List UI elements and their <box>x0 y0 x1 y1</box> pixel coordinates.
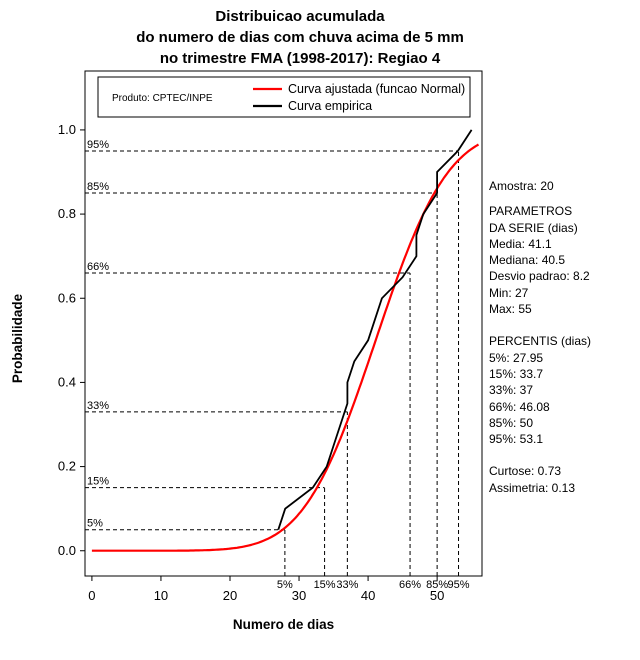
stats-line: 66%: 46.08 <box>489 399 550 414</box>
stats-panel: Amostra: 20 PARAMETROS DA SERIE (dias) Medi… <box>489 178 591 496</box>
axes: 0 10 20 30 40 50 0.0 0.2 0.4 0.6 0.8 1.0 Numero de d… <box>10 70 483 632</box>
percentile-y-label: 33% <box>87 400 109 412</box>
stats-group: Amostra: 20 <box>489 178 591 194</box>
percentile-x-label: 66% <box>399 579 421 591</box>
x-tick-label: 10 <box>154 588 168 603</box>
stats-line: Max: 55 <box>489 302 532 317</box>
title-line-1: Distribuicao acumulada <box>215 8 385 25</box>
title-line-3: no trimestre FMA (1998-2017): Regiao 4 <box>159 50 441 67</box>
y-tick-label: 0.2 <box>58 459 76 474</box>
x-tick-label: 40 <box>361 588 375 603</box>
empirical-curve <box>277 129 473 530</box>
percentile-labels: 5%5%15%15%33%33%66%66%85%85%95%95% <box>87 139 470 591</box>
percentile-y-label: 95% <box>87 139 109 151</box>
stats-line: PARAMETROS <box>489 204 573 219</box>
percentile-y-label: 5% <box>87 518 103 530</box>
percentile-x-label: 15% <box>314 579 336 591</box>
percentile-guides <box>85 150 460 576</box>
legend-entry-label: Curva empirica <box>288 99 372 113</box>
stats-line: 15%: 33.7 <box>489 366 544 381</box>
percentile-x-label: 85% <box>426 579 448 591</box>
stats-line: Mediana: 40.5 <box>489 253 566 268</box>
stats-line: Amostra: 20 <box>489 179 554 193</box>
chart-title: Distribuicao acumulada do numero de dias… <box>0 6 600 69</box>
y-axis-label: Probabilidade <box>10 293 25 383</box>
stats-line: PERCENTIS (dias) <box>489 334 592 349</box>
product-label: Produto: CPTEC/INPE <box>112 93 213 104</box>
stats-line: Min: 27 <box>489 285 529 300</box>
stats-line: Curtose: 0.73 <box>489 464 562 479</box>
fitted-curve <box>91 143 480 552</box>
percentile-x-label: 33% <box>336 579 358 591</box>
stats-line: Desvio padrao: 8.2 <box>489 269 590 284</box>
stats-line: Media: 41.1 <box>489 236 552 251</box>
legend-entry-label: Curva ajustada (funcao Normal) <box>288 82 465 96</box>
cumulative-distribution-chart: 5%5%15%15%33%33%66%66%85%85%95%95%0 10 20 3… <box>10 70 483 632</box>
x-tick-label: 50 <box>430 588 444 603</box>
percentile-y-label: 66% <box>87 261 109 273</box>
stats-line: 33%: 37 <box>489 383 534 398</box>
y-tick-label: 0.6 <box>58 290 76 305</box>
y-tick-label: 0.8 <box>58 206 76 221</box>
legend: Produto: CPTEC/INPE Curva ajustada (funca… <box>97 76 471 118</box>
percentile-x-label: 95% <box>448 579 470 591</box>
y-tick-label: 0.0 <box>58 543 76 558</box>
stats-line: Assimetria: 0.13 <box>489 480 576 495</box>
stats-line: DA SERIE (dias) <box>489 220 578 235</box>
x-tick-label: 0 <box>88 588 95 603</box>
title-line-2: do numero de dias com chuva acima de 5 m… <box>136 29 464 46</box>
percentile-y-label: 15% <box>87 476 109 488</box>
stats-line: 5%: 27.95 <box>489 350 544 365</box>
percentile-y-label: 85% <box>87 181 109 193</box>
y-tick-label: 1.0 <box>58 122 76 137</box>
percentile-x-label: 5% <box>277 579 293 591</box>
x-axis-label: Numero de dias <box>233 617 334 632</box>
stats-group: PERCENTIS (dias) 5%: 27.95 15%: 33.7 33%: 3… <box>489 333 591 447</box>
legend-box <box>97 76 471 118</box>
stats-group: PARAMETROS DA SERIE (dias) Media: 41.1 Medi… <box>489 203 591 317</box>
y-tick-label: 0.4 <box>58 374 76 389</box>
stats-line: 95%: 53.1 <box>489 432 544 447</box>
stats-group: Curtose: 0.73 Assimetria: 0.13 <box>489 463 591 496</box>
x-tick-label: 30 <box>292 588 306 603</box>
x-tick-label: 20 <box>223 588 237 603</box>
stats-line: 85%: 50 <box>489 415 534 430</box>
plot-border <box>84 70 483 577</box>
